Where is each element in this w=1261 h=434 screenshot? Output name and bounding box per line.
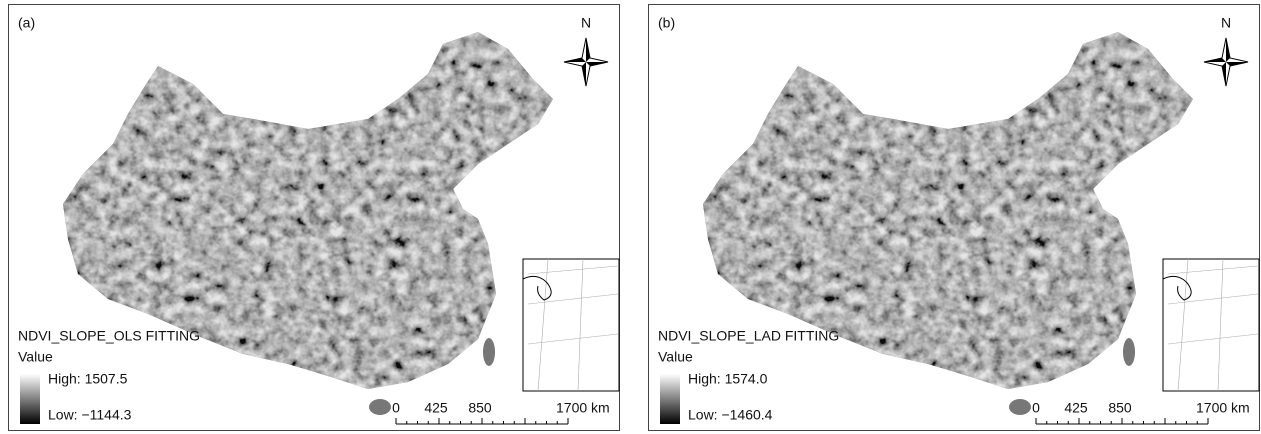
legend-high: High: 1507.5 — [48, 371, 128, 387]
inset-map — [1163, 259, 1259, 391]
legend-ramp — [20, 374, 40, 424]
scale-label: 425 — [1064, 400, 1088, 416]
scale-label: 850 — [468, 400, 492, 416]
legend-ramp — [660, 374, 680, 424]
scale-label: 0 — [392, 400, 400, 416]
legend-high: High: 1574.0 — [688, 371, 768, 387]
map-panel: (b) N NDVI_SLOPE_LAD FITTING Value High: 157… — [649, 5, 1260, 431]
hainan — [369, 399, 391, 415]
north-label: N — [581, 15, 591, 31]
panel-label: (a) — [18, 15, 35, 31]
scale-label: 1700 km — [556, 400, 610, 416]
hainan — [1009, 399, 1031, 415]
panel-label: (b) — [658, 15, 675, 31]
legend-subtitle: Value — [18, 349, 53, 365]
scale-label: 850 — [1108, 400, 1132, 416]
north-label: N — [1221, 15, 1231, 31]
scale-label: 1700 km — [1196, 400, 1250, 416]
legend-title: NDVI_SLOPE_OLS FITTING — [18, 328, 200, 344]
legend-low: Low: −1144.3 — [48, 407, 132, 423]
taiwan — [1123, 338, 1135, 366]
scale-label: 0 — [1032, 400, 1040, 416]
map-panel: (a) N NDVI_SLOPE_OLS FITTING Value High: 150… — [9, 5, 620, 431]
scale-label: 425 — [424, 400, 448, 416]
taiwan — [483, 338, 495, 366]
figure: (a) N NDVI_SLOPE_OLS FITTING Value High: 150… — [0, 0, 1261, 434]
legend-title: NDVI_SLOPE_LAD FITTING — [658, 328, 839, 344]
legend-low: Low: −1460.4 — [688, 407, 773, 423]
legend-subtitle: Value — [658, 349, 693, 365]
inset-map — [523, 259, 619, 391]
